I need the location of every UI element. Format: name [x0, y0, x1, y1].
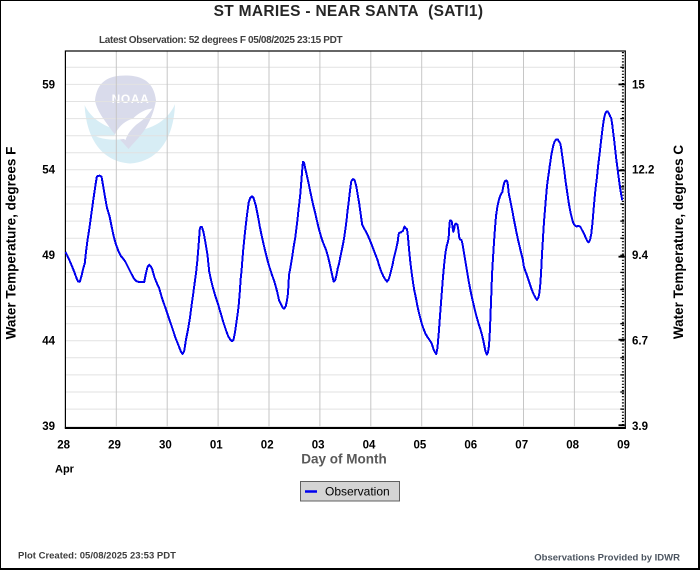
- svg-text:6.7: 6.7: [632, 336, 648, 348]
- svg-text:09: 09: [617, 439, 630, 451]
- svg-text:Plot Created: 05/08/2025 23:53: Plot Created: 05/08/2025 23:53 PDT: [18, 551, 176, 562]
- svg-text:Latest Observation: 52 degrees: Latest Observation: 52 degrees F 05/08/2…: [99, 35, 342, 46]
- svg-text:54: 54: [42, 165, 55, 177]
- svg-text:03: 03: [312, 439, 325, 451]
- svg-text:9.4: 9.4: [632, 250, 649, 262]
- svg-text:15: 15: [632, 79, 645, 91]
- svg-text:12.2: 12.2: [632, 165, 654, 177]
- svg-text:39: 39: [42, 421, 55, 433]
- svg-text:06: 06: [464, 439, 477, 451]
- svg-text:ST MARIES - NEAR SANTA (SATI1: ST MARIES - NEAR SANTA (SATI1): [214, 3, 484, 20]
- svg-text:02: 02: [261, 439, 274, 451]
- svg-text:59: 59: [42, 79, 55, 91]
- svg-text:3.9: 3.9: [632, 421, 648, 433]
- svg-text:49: 49: [42, 250, 55, 262]
- svg-text:Observations Provided by IDWR: Observations Provided by IDWR: [534, 553, 680, 564]
- svg-text:NOAA: NOAA: [112, 92, 150, 106]
- svg-text:Day of Month: Day of Month: [301, 452, 387, 467]
- svg-text:29: 29: [108, 439, 121, 451]
- svg-text:05: 05: [414, 439, 427, 451]
- svg-text:08: 08: [566, 439, 579, 451]
- svg-text:04: 04: [363, 439, 376, 451]
- svg-text:Observation: Observation: [325, 485, 390, 499]
- svg-text:Water Temperature, degrees C: Water Temperature, degrees C: [671, 145, 686, 340]
- svg-text:01: 01: [210, 439, 223, 451]
- svg-text:44: 44: [42, 336, 55, 348]
- svg-text:30: 30: [159, 439, 172, 451]
- svg-text:07: 07: [515, 439, 528, 451]
- svg-text:28: 28: [57, 439, 70, 451]
- svg-text:Water Temperature, degrees F: Water Temperature, degrees F: [3, 147, 18, 340]
- svg-text:Apr: Apr: [55, 464, 75, 476]
